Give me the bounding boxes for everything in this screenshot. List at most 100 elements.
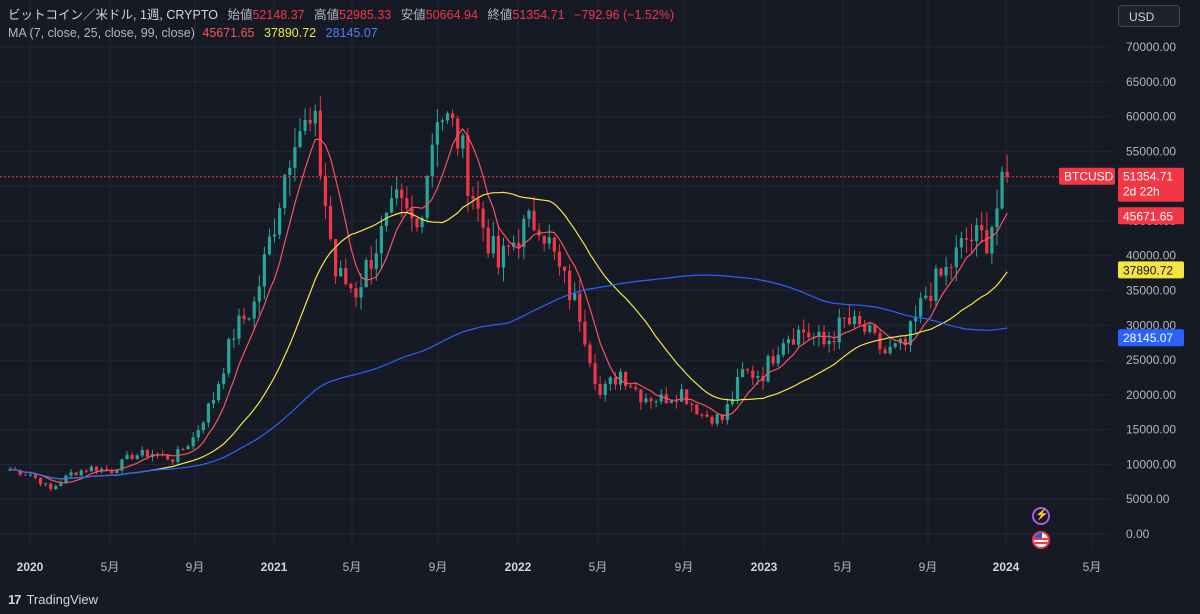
candle-body — [929, 295, 933, 301]
candle-body — [985, 230, 989, 254]
candle-body — [425, 176, 429, 218]
ma99-value: 28145.07 — [325, 26, 378, 40]
candle-body — [237, 315, 241, 339]
candle-body — [395, 189, 399, 199]
ma-indicator-label[interactable]: MA (7, close, 25, close, 99, close) — [8, 26, 195, 40]
candle-body — [964, 238, 969, 240]
candle-body — [842, 317, 846, 319]
candle-body — [710, 416, 714, 424]
candle-body — [832, 340, 836, 343]
candle-body — [471, 195, 475, 200]
candle-body — [903, 338, 907, 346]
ma7-value: 45671.65 — [202, 26, 255, 40]
candle-body — [878, 333, 882, 350]
currency-button[interactable]: USD — [1118, 5, 1180, 27]
candle-body — [1000, 171, 1004, 209]
candle-body — [512, 242, 516, 247]
candle-body — [216, 384, 221, 401]
y-tick-label: 15000.00 — [1126, 423, 1176, 437]
candle-body — [532, 210, 536, 231]
candle-body — [573, 293, 577, 301]
candle-body — [288, 167, 292, 176]
candle-body — [746, 369, 750, 371]
candle-body — [557, 251, 562, 267]
candle-body — [99, 468, 104, 472]
tradingview-logo[interactable]: 17 TradingView — [8, 589, 98, 609]
candle-body — [908, 321, 913, 346]
candle-body — [527, 210, 531, 219]
candle-body — [491, 236, 495, 254]
candle-body — [847, 317, 852, 325]
candle-body — [196, 430, 200, 438]
candle-body — [949, 266, 953, 268]
candle-body — [49, 483, 53, 489]
candle-body — [323, 175, 328, 206]
chart-legend: ビットコイン／米ドル, 1週, CRYPTO 始値52148.37 高値5298… — [8, 6, 674, 42]
ma-row: MA (7, close, 25, close, 99, close) 4567… — [8, 24, 674, 42]
y-tick-label: 60000.00 — [1126, 110, 1176, 124]
candle-body — [339, 268, 343, 277]
ma25-badge-bg — [1118, 261, 1184, 279]
candle-body — [608, 377, 612, 384]
candle-body — [934, 268, 938, 301]
candle-body — [410, 208, 414, 219]
candle-body — [405, 198, 409, 209]
x-tick-label: 9月 — [919, 560, 938, 574]
candle-body — [8, 469, 12, 471]
high-value: 52985.33 — [339, 8, 392, 22]
us-flag-icon[interactable] — [1032, 531, 1050, 549]
candle-body — [873, 325, 877, 334]
candle-body — [924, 295, 928, 299]
candle-body — [110, 470, 114, 474]
candle-body — [334, 239, 338, 277]
candle-body — [349, 283, 353, 289]
lightning-icon[interactable] — [1032, 507, 1050, 525]
candle-body — [181, 448, 185, 450]
candle-body — [59, 482, 63, 486]
candle-body — [278, 208, 282, 235]
candle-body — [700, 414, 704, 416]
candle-body — [522, 218, 526, 247]
candle-body — [451, 113, 455, 119]
candle-body — [741, 369, 745, 378]
y-tick-label: 70000.00 — [1126, 40, 1176, 54]
candle-body — [201, 422, 205, 431]
candle-body — [756, 376, 760, 378]
candle-body — [354, 288, 358, 298]
y-tick-label: 20000.00 — [1126, 388, 1176, 402]
candle-body — [679, 389, 684, 402]
candle-body — [796, 329, 801, 345]
candle-body — [669, 400, 673, 404]
candle-body — [135, 455, 139, 459]
candle-body — [639, 389, 643, 403]
candle-body — [227, 339, 231, 374]
candle-body — [578, 293, 582, 322]
candle-body — [69, 472, 73, 476]
candle-body — [593, 363, 597, 385]
x-tick-label: 9月 — [186, 560, 205, 574]
candle-body — [975, 225, 979, 242]
candle-body — [659, 394, 663, 402]
x-tick-label: 2023 — [751, 560, 778, 574]
y-tick-label: 35000.00 — [1126, 284, 1176, 298]
candle-body — [364, 260, 368, 288]
candle-body — [461, 135, 465, 149]
candle-body — [318, 110, 322, 176]
candle-body — [89, 466, 93, 472]
price-badge-value: 51354.71 — [1123, 170, 1173, 184]
candle-body — [501, 245, 506, 268]
y-tick-label: 0.00 — [1126, 527, 1150, 541]
candle-body — [568, 270, 572, 301]
candle-body — [598, 384, 602, 395]
low-value: 50664.94 — [425, 8, 478, 22]
candle-body — [837, 317, 841, 343]
candle-body — [384, 212, 389, 226]
candle-body — [781, 343, 785, 355]
symbol-title[interactable]: ビットコイン／米ドル, 1週, CRYPTO — [8, 8, 218, 22]
candle-body — [435, 122, 439, 145]
candle-body — [644, 398, 648, 403]
x-tick-label: 5月 — [101, 560, 120, 574]
ma7-badge: 45671.65 — [1123, 209, 1173, 223]
candle-body — [883, 349, 887, 354]
